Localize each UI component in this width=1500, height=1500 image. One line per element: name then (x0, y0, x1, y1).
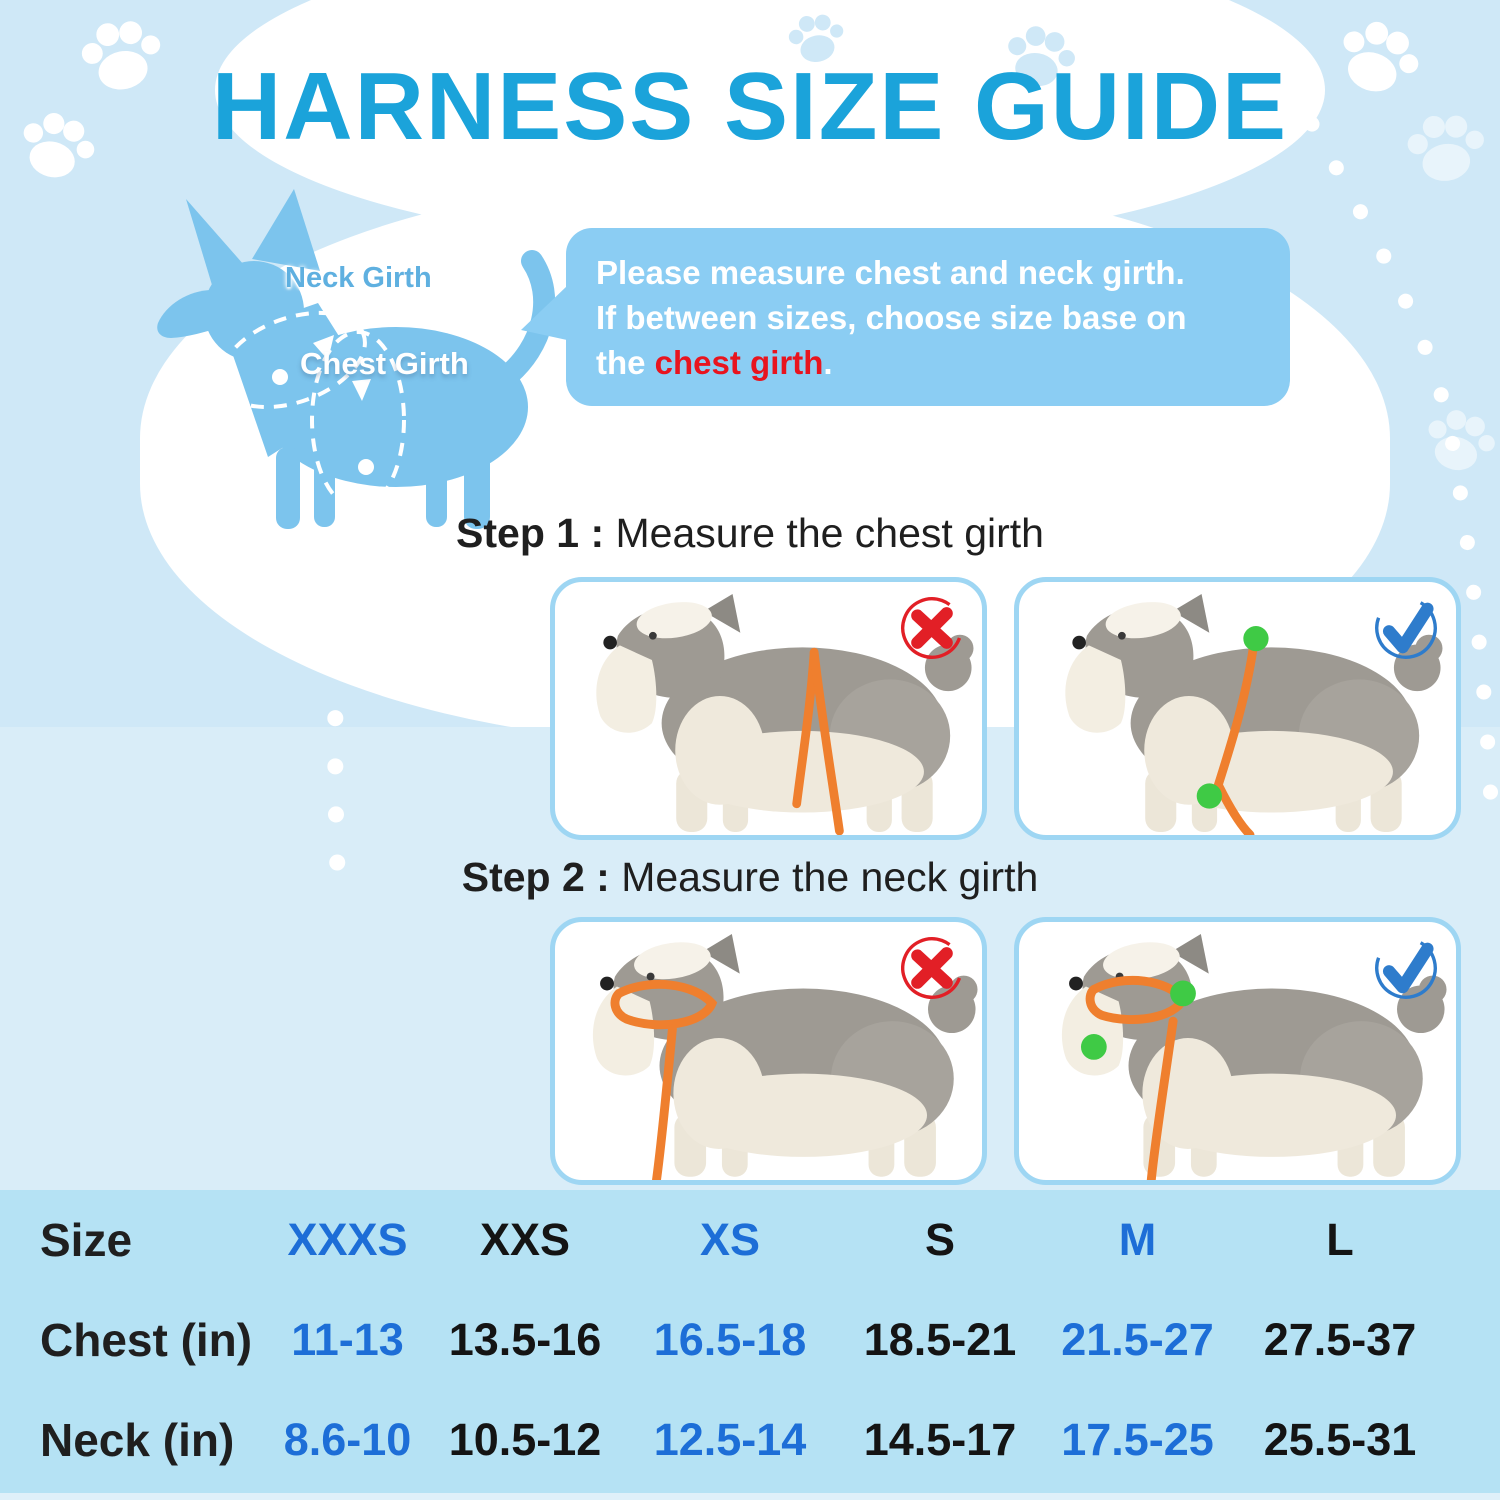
dog-photo-correct-chest (1065, 594, 1443, 835)
background-table (0, 1190, 1500, 1493)
size-table-header-row: Size XXXS XXS XS S M L (0, 1190, 1500, 1290)
bubble-line-1: Please measure chest and neck girth. (596, 254, 1185, 291)
cross-icon (901, 597, 963, 659)
size-col-m: M (1118, 1214, 1157, 1265)
chest-girth-label: Chest Girth (300, 346, 469, 381)
neck-value-xxs: 10.5-12 (448, 1414, 602, 1465)
check-icon (1375, 597, 1437, 659)
neck-value-l: 25.5-31 (1263, 1414, 1417, 1465)
chest-row-label: Chest (in) (40, 1314, 253, 1366)
neck-value-s: 14.5-17 (863, 1414, 1017, 1465)
size-col-xs: XS (699, 1214, 761, 1265)
size-col-xxxs: XXXS (287, 1214, 408, 1265)
chest-row: Chest (in) 11-13 13.5-16 16.5-18 18.5-21… (0, 1290, 1500, 1390)
step1-correct-example-card (1014, 577, 1461, 840)
neck-girth-label: Neck Girth (285, 262, 432, 294)
background-bottom-strip (0, 1493, 1500, 1500)
dog-photo-wrong-chest (596, 594, 974, 835)
chest-value-s: 18.5-21 (863, 1314, 1017, 1365)
bubble-line-2: If between sizes, choose size base on (596, 299, 1187, 336)
neck-value-m: 17.5-25 (1061, 1414, 1214, 1465)
size-table: Size XXXS XXS XS S M L Chest (in) 11-13 … (0, 1190, 1500, 1490)
step2-wrong-example-card (550, 917, 987, 1185)
bubble-tail (521, 286, 567, 340)
dog-photo-wrong-neck (592, 934, 978, 1180)
size-col-l: L (1326, 1214, 1354, 1265)
measure-tip-bubble: Please measure chest and neck girth. If … (521, 228, 1290, 406)
bubble-line-3: the chest girth. (596, 344, 833, 381)
chest-value-xs: 16.5-18 (653, 1314, 807, 1365)
step-1-heading: Step 1 : Measure the chest girth (456, 510, 1044, 556)
check-icon (1375, 937, 1437, 999)
neck-row: Neck (in) 8.6-10 10.5-12 12.5-14 14.5-17… (0, 1390, 1500, 1490)
chest-value-l: 27.5-37 (1263, 1314, 1417, 1365)
neck-value-xs: 12.5-14 (653, 1414, 807, 1465)
neck-value-xxxs: 8.6-10 (283, 1414, 412, 1465)
chest-value-m: 21.5-27 (1061, 1314, 1214, 1365)
neck-row-label: Neck (in) (40, 1414, 235, 1466)
dog-photo-correct-neck (1061, 934, 1447, 1180)
chest-girth-highlight: chest girth (654, 344, 824, 381)
chest-value-xxs: 13.5-16 (448, 1314, 602, 1365)
step1-wrong-example-card (550, 577, 987, 840)
size-col-s: S (924, 1214, 955, 1265)
cross-icon (901, 937, 963, 999)
dog-silhouette-diagram (157, 189, 556, 529)
size-header-label: Size (40, 1214, 133, 1266)
size-col-xxs: XXS (479, 1214, 571, 1265)
step2-correct-example-card (1014, 917, 1461, 1185)
step-2-heading: Step 2 : Measure the neck girth (461, 854, 1039, 900)
page-title: HARNESS SIZE GUIDE (211, 53, 1289, 160)
chest-value-xxxs: 11-13 (291, 1314, 404, 1365)
